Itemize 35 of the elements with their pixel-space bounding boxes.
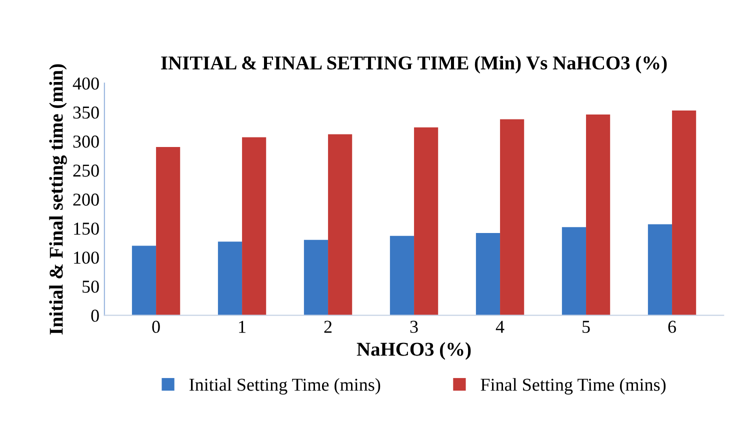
bar: [562, 227, 586, 316]
y-tick-label: 350: [73, 106, 99, 119]
x-tick-label: 3: [410, 320, 418, 333]
y-tick-label: 200: [73, 194, 99, 206]
x-tick-label: 2: [324, 320, 332, 333]
y-tick-label: 0: [91, 310, 99, 322]
x-tick-label: 6: [668, 320, 676, 333]
bar: [218, 242, 242, 316]
legend-label: Initial Setting Time (mins): [189, 378, 380, 395]
y-axis-title: Initial & Final setting time (min): [49, 64, 67, 334]
bar: [672, 110, 696, 316]
legend-label: Final Setting Time (mins): [480, 378, 666, 395]
x-tick-label: 0: [152, 320, 160, 333]
x-tick-label: 5: [582, 320, 590, 333]
bar: [304, 240, 328, 316]
x-tick-label: 1: [239, 320, 246, 333]
bar: [476, 232, 500, 316]
y-tick-label: 400: [72, 77, 99, 90]
y-tick-label: 150: [74, 222, 99, 235]
y-tick-label: 300: [73, 136, 99, 148]
y-tick-label: 250: [73, 164, 99, 177]
bar: [586, 114, 610, 316]
x-tick-label: 4: [496, 320, 504, 333]
bar: [242, 137, 266, 316]
chart-title: INITIAL & FINAL SETTING TIME (Min) Vs NaHCO3 (%): [161, 56, 667, 74]
x-axis-title: NaHCO3 (%): [356, 342, 471, 360]
bar: [132, 246, 156, 316]
bar: [328, 134, 352, 316]
bar: [390, 236, 414, 316]
bar: [414, 127, 438, 316]
bar: [500, 119, 524, 316]
y-tick-label: 100: [74, 252, 99, 264]
bar: [156, 147, 180, 316]
bar: [648, 224, 672, 316]
y-tick-label: 50: [82, 280, 99, 293]
